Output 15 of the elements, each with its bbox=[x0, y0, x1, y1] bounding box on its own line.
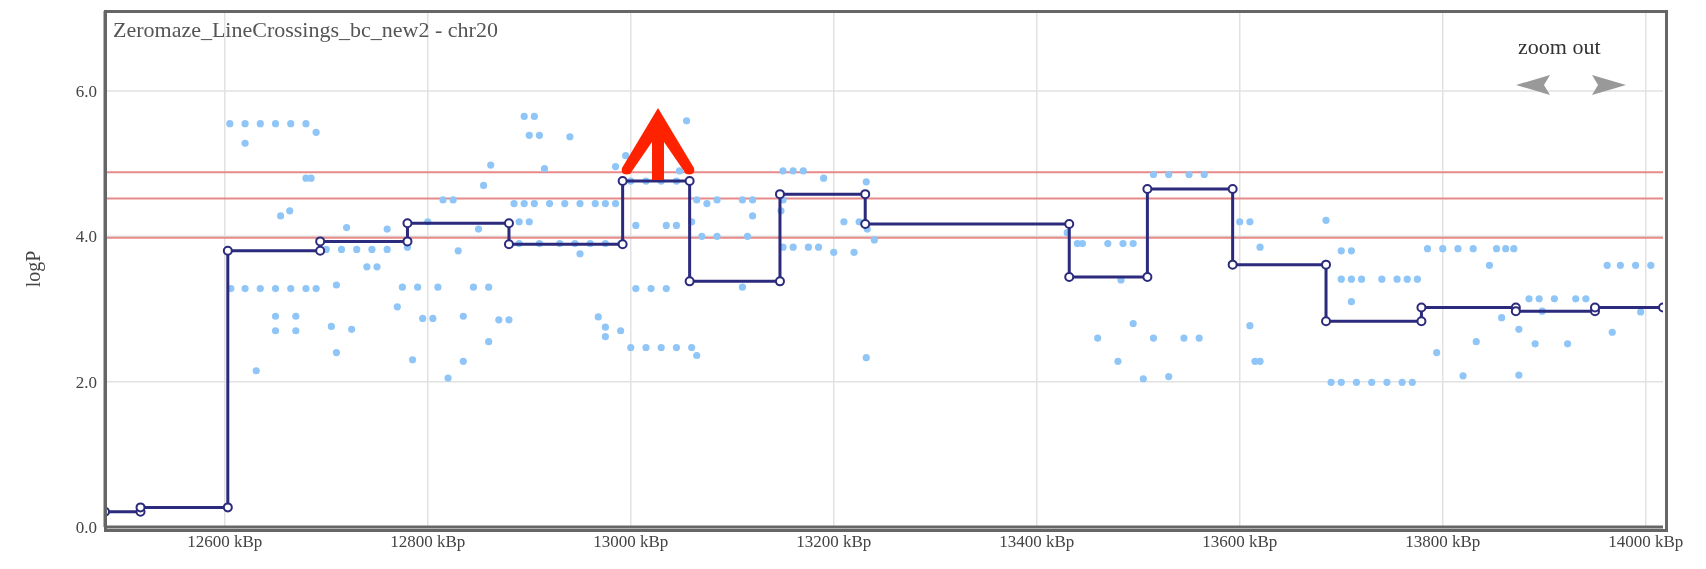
x-tick-label: 13600 kBp bbox=[1202, 532, 1278, 552]
annotation: zoom out bbox=[1518, 34, 1601, 60]
y-tick-label: 6.0 bbox=[75, 81, 97, 101]
y-tick-label: 0.0 bbox=[75, 518, 97, 538]
x-tick-label: 12800 kBp bbox=[390, 532, 466, 552]
x-tick-label: 13400 kBp bbox=[999, 532, 1075, 552]
x-tick-label: 12600 kBp bbox=[187, 532, 263, 552]
y-tick-label: 2.0 bbox=[75, 372, 97, 392]
y-axis-title: logP bbox=[22, 250, 46, 288]
chart-title: Zeromaze_LineCrossings_bc_new2 - chr20 bbox=[113, 17, 498, 43]
y-tick-label: 4.0 bbox=[75, 227, 97, 247]
x-tick-label: 13800 kBp bbox=[1405, 532, 1481, 552]
x-tick-label: 14000 kBp bbox=[1608, 532, 1684, 552]
x-tick-label: 13000 kBp bbox=[593, 532, 669, 552]
x-tick-label: 13200 kBp bbox=[796, 532, 872, 552]
